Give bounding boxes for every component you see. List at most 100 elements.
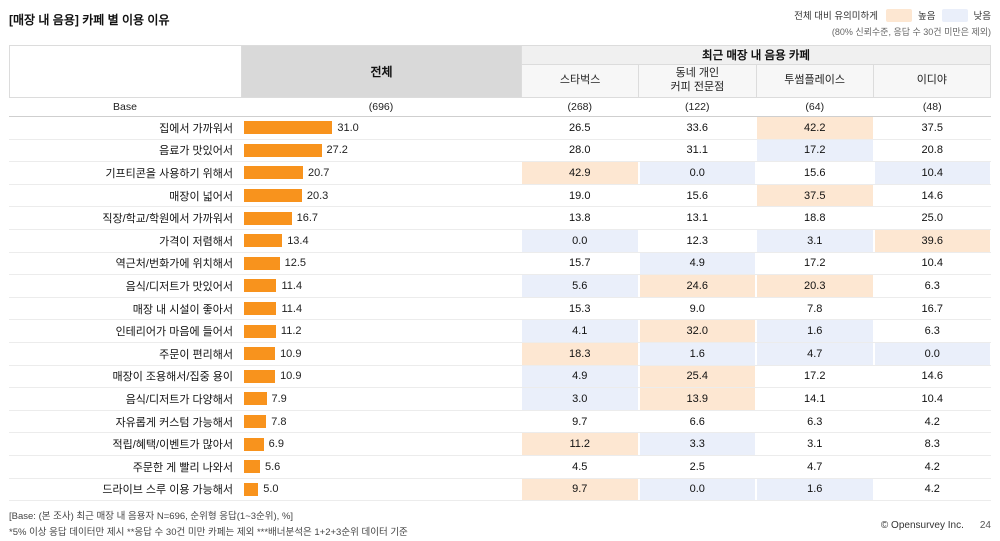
total-value: 27.2: [326, 144, 348, 157]
table-row: 역근처/번화가에 위치해서 12.5 15.7 4.9 17.2 10.4: [9, 252, 991, 276]
value-cell: 0.0: [873, 342, 991, 365]
total-bar: [244, 482, 259, 496]
total-value: 6.9: [268, 438, 284, 451]
legend-low-label: 낮음: [973, 11, 991, 22]
cafe-group-header: 최근 매장 내 음용 카페: [522, 46, 991, 65]
value-cell: 17.2: [756, 139, 874, 162]
total-bar-cell: 20.7: [241, 162, 521, 184]
column-header-local-coffee-shop: 동네 개인 커피 전문점: [639, 65, 757, 98]
legend-row: 전체 대비 유의미하게 높음 낮음: [794, 8, 991, 22]
value-cell: 1.6: [638, 342, 756, 365]
row-label: 드라이브 스루 이용 가능해서: [102, 484, 233, 497]
value-cell: 17.2: [756, 365, 874, 388]
row-label: 가격이 저렴해서: [159, 235, 233, 248]
value-cell: 14.6: [873, 365, 991, 388]
value-cell: 9.7: [521, 410, 639, 433]
value-cell: 19.0: [521, 184, 639, 207]
page-title: [매장 내 음용] 카페 별 이용 이유: [9, 8, 170, 28]
value-cell: 3.1: [756, 433, 874, 455]
total-bar-cell: 10.9: [241, 366, 521, 388]
total-bar: [244, 189, 302, 203]
total-bar-cell: 13.4: [241, 230, 521, 252]
value-cell: 6.3: [873, 275, 991, 297]
total-column-header: 전체: [242, 46, 522, 98]
row-label: 기프티콘을 사용하기 위해서: [105, 167, 233, 180]
significance-legend: 전체 대비 유의미하게 높음 낮음 (80% 신뢰수준, 응답 수 30건 미만…: [794, 8, 991, 38]
value-cell: 4.7: [756, 455, 874, 478]
base-label: Base: [113, 101, 137, 113]
value-cell: 25.0: [873, 207, 991, 229]
value-cell: 3.0: [521, 388, 639, 410]
total-bar: [244, 347, 276, 361]
value-cell: 37.5: [756, 184, 874, 207]
total-value: 13.4: [287, 234, 309, 247]
total-bar: [244, 392, 267, 406]
value-cell: 25.4: [638, 365, 756, 388]
total-bar-cell: 7.9: [241, 388, 521, 410]
total-bar: [244, 415, 267, 429]
total-value: 10.9: [280, 370, 302, 383]
value-cell: 4.2: [873, 478, 991, 501]
copyright: © Opensurvey Inc.: [880, 519, 964, 531]
table-header: 전체 최근 매장 내 음용 카페 스타벅스 동네 개인 커피 전문점 투썸플레이…: [9, 45, 991, 98]
base-ediya: (48): [922, 101, 942, 113]
value-cell: 2.5: [638, 455, 756, 478]
total-bar: [244, 437, 264, 451]
value-cell: 33.6: [638, 117, 756, 139]
value-cell: 5.6: [521, 275, 639, 297]
title-text: 카페 별 이용 이유: [78, 13, 170, 27]
total-bar: [244, 211, 292, 225]
value-cell: 0.0: [638, 478, 756, 501]
value-cell: 1.6: [756, 320, 874, 342]
value-cell: 42.9: [521, 162, 639, 184]
total-bar: [244, 324, 276, 338]
low-significance-swatch: [941, 8, 968, 22]
table-row: 주문이 편리해서 10.9 18.3 1.6 4.7 0.0: [9, 342, 991, 366]
copyright-block: © Opensurvey Inc. 24: [881, 520, 991, 531]
table-body: 집에서 가까워서 31.0 26.5 33.6 42.2 37.5 음료가 맛있어서 27.2…: [9, 117, 991, 502]
total-bar-cell: 11.2: [241, 320, 521, 342]
total-bar: [244, 369, 276, 383]
total-value: 11.2: [280, 325, 302, 338]
row-label: 직장/학교/학원에서 가까워서: [102, 213, 233, 226]
value-cell: 10.4: [873, 388, 991, 410]
high-significance-swatch: [886, 8, 913, 22]
value-cell: 17.2: [756, 252, 874, 275]
total-value: 16.7: [296, 212, 319, 225]
total-bar-cell: 7.8: [241, 411, 521, 433]
total-bar-cell: 20.3: [241, 185, 521, 207]
base-starbucks: (268): [567, 101, 592, 113]
row-label: 인테리어가 마음에 들어서: [115, 326, 233, 339]
value-cell: 18.3: [521, 342, 639, 365]
row-label: 매장이 넓어서: [169, 190, 233, 203]
value-cell: 11.2: [521, 433, 639, 455]
value-cell: 42.2: [756, 117, 874, 139]
top-bar: [매장 내 음용] 카페 별 이용 이유 전체 대비 유의미하게 높음 낮음 (…: [9, 8, 991, 38]
base-total: (696): [368, 101, 394, 113]
value-cell: 6.3: [873, 320, 991, 342]
table-row: 인테리어가 마음에 들어서 11.2 4.1 32.0 1.6 6.3: [9, 320, 991, 343]
column-header-twosome-place: 투썸플레이스: [756, 65, 874, 98]
total-bar-cell: 5.0: [241, 479, 521, 501]
value-cell: 10.4: [873, 252, 991, 275]
row-label: 음식/디저트가 맛있어서: [125, 280, 233, 293]
value-cell: 16.7: [873, 297, 991, 320]
table-row: 가격이 저렴해서 13.4 0.0 12.3 3.1 39.6: [9, 229, 991, 253]
value-cell: 9.7: [521, 478, 639, 501]
value-cell: 12.3: [638, 229, 756, 252]
total-value: 31.0: [337, 121, 359, 134]
value-cell: 14.1: [756, 388, 874, 410]
table-row: 매장이 넓어서 20.3 19.0 15.6 37.5 14.6: [9, 184, 991, 208]
row-label: 자유롭게 커스텀 가능해서: [115, 416, 233, 429]
table-row: 음식/디저트가 다양해서 7.9 3.0 13.9 14.1 10.4: [9, 388, 991, 411]
table-row: 매장이 조용해서/집중 용이 10.9 4.9 25.4 17.2 14.6: [9, 365, 991, 389]
value-cell: 4.5: [521, 455, 639, 478]
value-cell: 9.0: [638, 297, 756, 320]
footnotes: [Base: (본 조사) 최근 매장 내 음용자 N=696, 순위형 응답(…: [9, 509, 408, 541]
value-cell: 14.6: [873, 184, 991, 207]
report-page: [매장 내 음용] 카페 별 이용 이유 전체 대비 유의미하게 높음 낮음 (…: [9, 8, 991, 538]
value-cell: 15.6: [756, 162, 874, 184]
title-tag: [매장 내 음용]: [9, 13, 79, 27]
total-bar: [244, 121, 333, 135]
base-twosome-place: (64): [805, 101, 825, 113]
